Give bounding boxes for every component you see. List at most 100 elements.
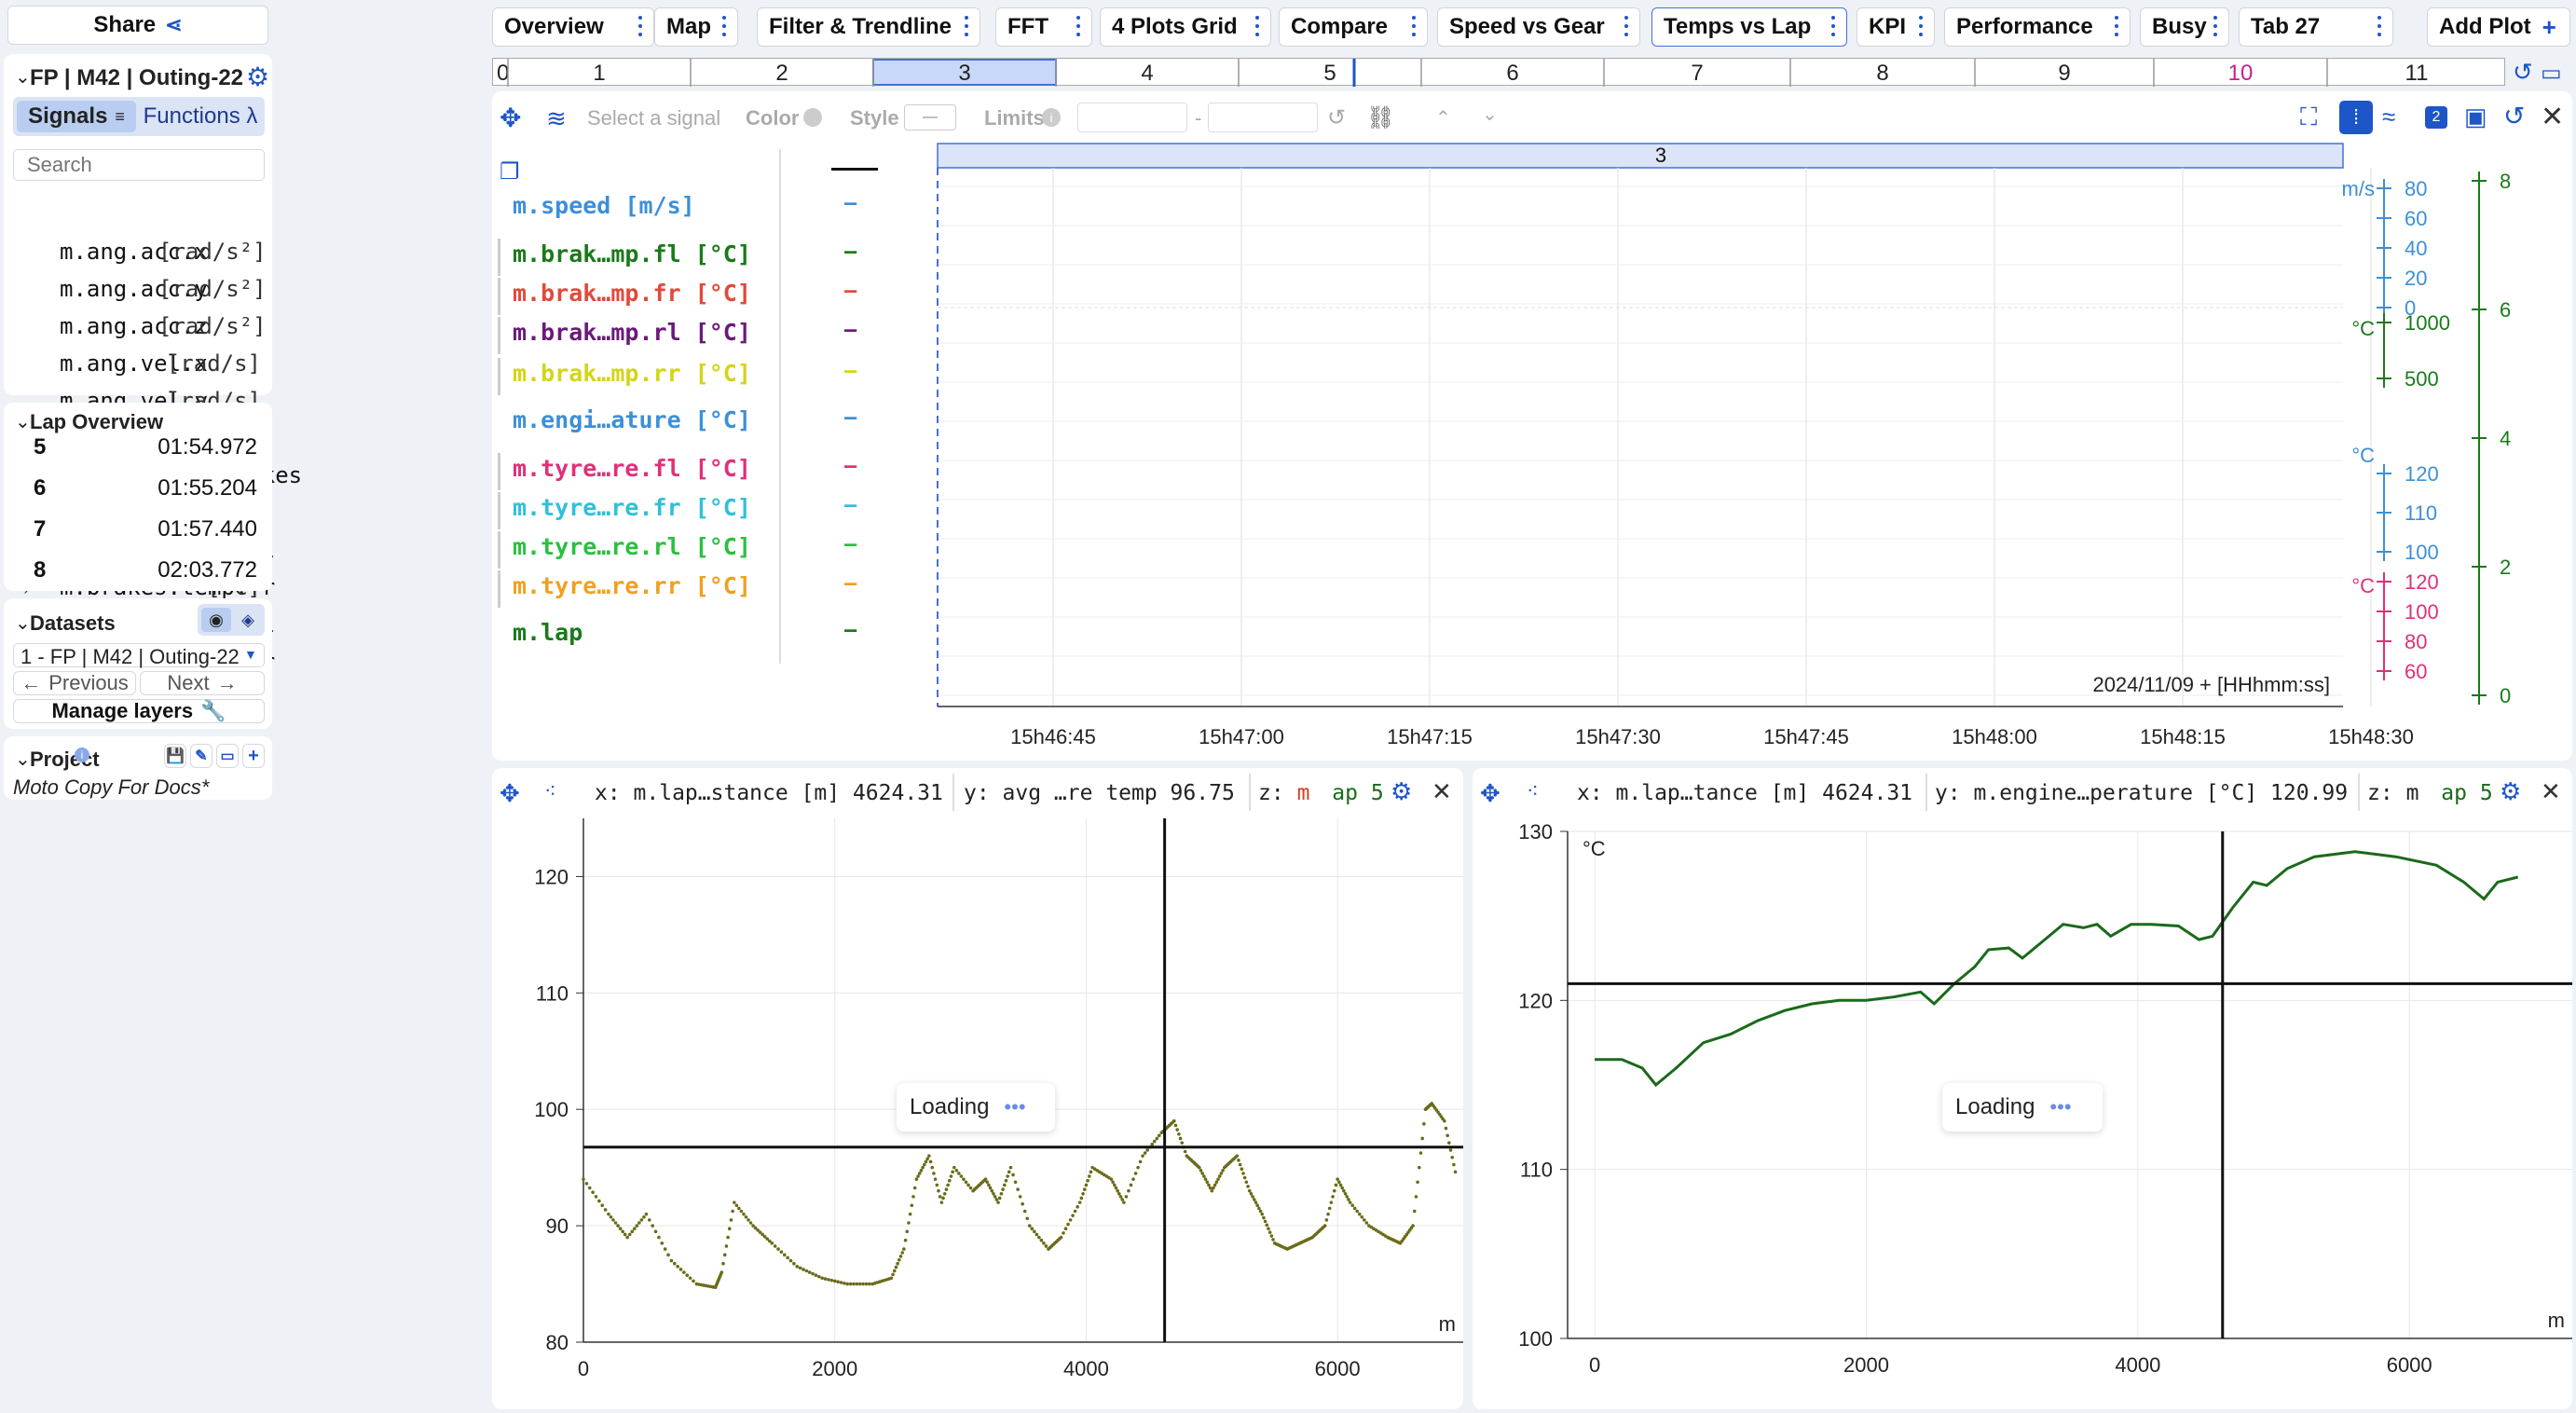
tab-tab-27[interactable]: Tab 27 — [2239, 7, 2393, 47]
lap-ruler-label[interactable]: 11 — [2405, 61, 2429, 86]
tab-speed-vs-gear[interactable]: Speed vs Gear — [1437, 7, 1640, 47]
tab-compare[interactable]: Compare — [1279, 7, 1428, 47]
signal-line-icon[interactable]: ≋ — [546, 104, 567, 132]
lap-ruler-label[interactable]: 7 — [1691, 61, 1703, 86]
br-scatter-icon[interactable]: ⁖ — [1527, 779, 1539, 803]
share-button[interactable]: Share ⋖ — [7, 6, 268, 45]
signals-search[interactable] — [13, 149, 265, 181]
bl-y-label[interactable]: y: avg …re temp 96.75 — [964, 781, 1235, 805]
legend-signal-name[interactable]: m.tyre…re.fr [°C] — [513, 494, 751, 521]
layers-icon[interactable]: ◈ — [241, 610, 254, 629]
style-select[interactable]: — — [904, 104, 956, 130]
limit-min-input[interactable] — [1077, 103, 1187, 132]
bl-close-icon[interactable]: ✕ — [1432, 777, 1452, 805]
tab-4-plots-grid[interactable]: 4 Plots Grid — [1100, 7, 1271, 47]
add-project-icon[interactable]: + — [242, 744, 265, 768]
tab-menu-icon[interactable] — [1255, 16, 1259, 36]
fullscreen-icon[interactable]: ⛶ — [2300, 103, 2318, 130]
manage-layers-button[interactable]: Manage layers 🔧 — [13, 699, 265, 723]
tab-menu-icon[interactable] — [1831, 16, 1835, 36]
tab-temps-vs-lap[interactable]: Temps vs Lap — [1651, 7, 1847, 47]
tab-menu-icon[interactable] — [722, 16, 726, 36]
tab-functions[interactable]: Functions λ — [143, 103, 258, 129]
legend-signal-name[interactable]: m.tyre…re.rl [°C] — [513, 533, 751, 560]
br-move-icon[interactable]: ✥ — [1480, 779, 1500, 807]
lap-ruler-label[interactable]: 10 — [2228, 61, 2254, 86]
info-icon[interactable]: i — [75, 748, 89, 762]
lap-ruler-label[interactable]: 4 — [1141, 61, 1153, 86]
lap-ruler-label[interactable]: 0 — [497, 61, 509, 86]
br-z-label[interactable]: z: m ap 5 — [2367, 781, 2493, 805]
record-icon[interactable]: ◉ — [201, 608, 231, 632]
color-swatch-icon[interactable] — [803, 108, 822, 127]
copy-icon[interactable]: ❐ — [500, 159, 520, 185]
limit-max-input[interactable] — [1208, 103, 1318, 132]
tab-busy[interactable]: Busy — [2140, 7, 2229, 47]
lap-ruler-label[interactable]: 5 — [1323, 61, 1336, 86]
style-label[interactable]: Style — [850, 106, 899, 130]
legend-signal-name[interactable]: m.tyre…re.rr [°C] — [513, 572, 751, 599]
tab-menu-icon[interactable] — [2115, 16, 2118, 36]
br-close-icon[interactable]: ✕ — [2541, 777, 2561, 805]
legend-signal-name[interactable]: m.brak…mp.rr [°C] — [513, 360, 751, 387]
tab-menu-icon[interactable] — [2377, 16, 2381, 36]
lap-ruler-label[interactable]: 6 — [1506, 61, 1518, 86]
close-icon[interactable]: ✕ — [2541, 102, 2565, 132]
tab-menu-icon[interactable] — [1624, 16, 1628, 36]
trend-icon[interactable]: ≈ — [2382, 103, 2396, 130]
br-gear-icon[interactable]: ⚙ — [2500, 777, 2522, 805]
next-button[interactable]: Next → — [140, 671, 265, 695]
tab-menu-icon[interactable] — [965, 16, 968, 36]
legend-signal-name[interactable]: m.brak…mp.fl [°C] — [513, 240, 751, 268]
lap-overview-chevron-icon[interactable]: ⌄ — [15, 412, 31, 432]
ruler-icon[interactable]: ▭ — [2541, 61, 2562, 86]
lap-ruler-label[interactable]: 8 — [1876, 61, 1888, 86]
image-icon[interactable]: ▣ — [2464, 103, 2487, 130]
bl-z-label[interactable]: z: m ap 5 — [1258, 781, 1384, 805]
tab-menu-icon[interactable] — [1412, 16, 1416, 36]
two-icon[interactable]: 2 — [2425, 106, 2447, 129]
tab-menu-icon[interactable] — [1919, 16, 1923, 36]
limits-label[interactable]: Limits — [984, 106, 1045, 130]
dataset-select[interactable] — [13, 643, 265, 667]
tab-menu-icon[interactable] — [2213, 16, 2217, 36]
select-signal-dropdown[interactable]: Select a signal — [587, 106, 721, 130]
gear-icon[interactable]: ⚙ — [246, 62, 270, 91]
tab-filter-trendline[interactable]: Filter & Trendline — [757, 7, 980, 47]
legend-signal-name[interactable]: m.brak…mp.rl [°C] — [513, 319, 751, 346]
legend-signal-name[interactable]: m.speed [m/s] — [513, 192, 695, 219]
legend-signal-name[interactable]: m.tyre…re.fl [°C] — [513, 455, 751, 482]
legend-signal-name[interactable]: m.lap — [513, 619, 583, 646]
collapse-chevron-icon[interactable]: ⌄ — [15, 67, 31, 88]
lap-ruler-label[interactable]: 9 — [2058, 61, 2070, 86]
link-icon[interactable]: ⛓ — [1366, 105, 1395, 130]
move-icon[interactable]: ✥ — [500, 103, 522, 132]
previous-button[interactable]: ← Previous — [13, 671, 136, 695]
lap-ruler-label[interactable]: 3 — [958, 61, 970, 86]
br-y-label[interactable]: y: m.engine…perature [°C] 120.99 — [1935, 781, 2349, 805]
legend-signal-name[interactable]: m.brak…mp.fr [°C] — [513, 280, 751, 307]
move-up-icon[interactable]: ⌃ — [1435, 108, 1451, 129]
bl-x-label[interactable]: x: m.lap…stance [m] 4624.31 — [595, 781, 943, 805]
reset-zoom-icon[interactable]: ↺ — [2513, 58, 2533, 86]
save-icon[interactable]: 💾 — [164, 744, 186, 768]
lap-ruler-selected[interactable] — [872, 59, 1057, 86]
tab-signals[interactable]: Signals ≡ — [17, 101, 136, 132]
add-plot-button[interactable]: Add Plot + — [2427, 7, 2570, 47]
refresh-icon[interactable]: ↺ — [2503, 102, 2526, 130]
tab-overview[interactable]: Overview — [492, 7, 654, 47]
tab-map[interactable]: Map — [654, 7, 738, 47]
lap-band[interactable] — [937, 143, 2344, 169]
project-chevron-icon[interactable]: ⌄ — [15, 749, 31, 770]
tab-menu-icon[interactable] — [638, 16, 642, 36]
legend-signal-name[interactable]: m.engi…ature [°C] — [513, 406, 751, 433]
cursor-mode-icon[interactable]: ⁞ — [2339, 101, 2373, 134]
color-label[interactable]: Color — [746, 106, 800, 130]
folder-icon[interactable]: ▭ — [216, 744, 239, 768]
tab-kpi[interactable]: KPI — [1857, 7, 1935, 47]
tab-menu-icon[interactable] — [1076, 16, 1080, 36]
bl-scatter-icon[interactable]: ⁖ — [544, 779, 556, 803]
br-line-chart[interactable]: 0 2000 4000 6000 130 120 110 100 m °C — [1473, 813, 2572, 1409]
bl-gear-icon[interactable]: ⚙ — [1391, 777, 1413, 805]
datasets-chevron-icon[interactable]: ⌄ — [15, 613, 31, 634]
